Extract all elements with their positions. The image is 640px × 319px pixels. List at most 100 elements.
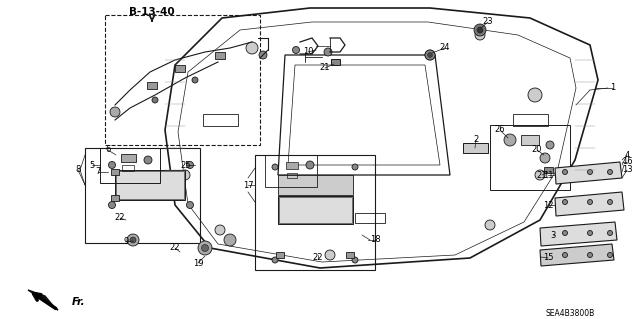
Bar (175, 64, 185, 71)
Circle shape (259, 51, 267, 59)
Circle shape (215, 225, 225, 235)
Circle shape (563, 231, 568, 235)
Circle shape (186, 202, 193, 209)
Text: 1: 1 (611, 84, 616, 93)
Text: 18: 18 (370, 235, 380, 244)
Bar (265, 155, 317, 187)
Bar (122, 165, 134, 171)
Text: 3: 3 (550, 231, 556, 240)
Bar (111, 195, 119, 201)
Circle shape (109, 161, 115, 168)
Circle shape (563, 169, 568, 174)
Circle shape (535, 170, 545, 180)
Bar (513, 114, 547, 126)
Text: 12: 12 (543, 201, 553, 210)
Text: 8: 8 (76, 166, 81, 174)
Text: 4: 4 (625, 151, 630, 160)
Bar (105, 15, 260, 145)
Bar (278, 196, 353, 224)
Circle shape (540, 153, 550, 163)
Circle shape (224, 234, 236, 246)
Bar (543, 167, 552, 173)
Circle shape (324, 48, 332, 56)
Bar (286, 161, 298, 168)
Circle shape (588, 231, 593, 235)
Polygon shape (555, 192, 624, 216)
Circle shape (202, 244, 209, 251)
Text: 16: 16 (621, 158, 632, 167)
Text: Fr.: Fr. (72, 297, 86, 307)
Circle shape (563, 199, 568, 204)
Circle shape (425, 50, 435, 60)
Bar (202, 114, 237, 126)
Text: 22: 22 (115, 213, 125, 222)
Circle shape (485, 220, 495, 230)
Circle shape (607, 231, 612, 235)
Bar (287, 173, 297, 177)
Text: 20: 20 (532, 145, 542, 154)
Text: 24: 24 (440, 43, 451, 53)
Circle shape (306, 161, 314, 169)
Bar (147, 81, 157, 88)
Circle shape (144, 156, 152, 164)
Circle shape (428, 53, 433, 57)
Circle shape (109, 202, 115, 209)
Circle shape (475, 30, 485, 40)
Circle shape (528, 88, 542, 102)
Circle shape (325, 250, 335, 260)
Text: 23: 23 (483, 18, 493, 26)
Text: 7: 7 (95, 167, 100, 176)
Bar (330, 59, 339, 65)
Bar (276, 252, 284, 258)
Bar (100, 148, 160, 183)
Circle shape (504, 134, 516, 146)
Circle shape (192, 77, 198, 83)
Bar (278, 197, 351, 223)
Bar (116, 171, 184, 199)
Text: 21: 21 (320, 63, 330, 72)
Bar (463, 143, 488, 153)
Text: 19: 19 (193, 258, 204, 268)
Text: 13: 13 (621, 166, 632, 174)
Bar (255, 155, 375, 270)
Circle shape (186, 161, 193, 168)
Polygon shape (540, 244, 614, 266)
Bar (120, 154, 136, 162)
Text: 22: 22 (170, 243, 180, 253)
Text: 2: 2 (474, 136, 479, 145)
Text: 21: 21 (537, 170, 547, 180)
Bar (346, 252, 354, 258)
Bar (115, 170, 185, 200)
Circle shape (292, 47, 300, 54)
Circle shape (425, 50, 435, 60)
Circle shape (198, 241, 212, 255)
Bar (355, 213, 385, 223)
Text: 15: 15 (543, 254, 553, 263)
Text: 26: 26 (495, 125, 506, 135)
Circle shape (607, 253, 612, 257)
Text: 17: 17 (243, 181, 253, 189)
Polygon shape (540, 222, 617, 246)
Circle shape (477, 27, 483, 33)
Text: 22: 22 (313, 254, 323, 263)
Text: 10: 10 (303, 48, 313, 56)
Polygon shape (28, 290, 58, 310)
Circle shape (152, 97, 158, 103)
Circle shape (352, 257, 358, 263)
Circle shape (607, 169, 612, 174)
Circle shape (588, 199, 593, 204)
Bar (85, 148, 200, 243)
Bar (490, 125, 570, 190)
Circle shape (272, 164, 278, 170)
Circle shape (246, 42, 258, 54)
Circle shape (588, 253, 593, 257)
Circle shape (607, 199, 612, 204)
Text: 6: 6 (106, 145, 111, 154)
Circle shape (130, 237, 136, 243)
Text: SEA4B3800B: SEA4B3800B (545, 308, 595, 317)
Circle shape (127, 234, 139, 246)
Text: B-13-40: B-13-40 (129, 7, 175, 17)
Circle shape (588, 169, 593, 174)
Circle shape (474, 24, 486, 36)
Text: 9: 9 (124, 238, 129, 247)
